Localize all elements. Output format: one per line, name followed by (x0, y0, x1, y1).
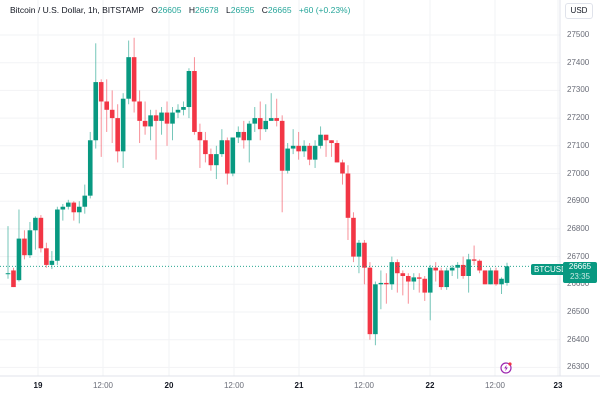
time-tick-label: 20 (164, 381, 174, 390)
price-tick-label: 27500 (567, 30, 590, 39)
price-tick-label: 27100 (567, 140, 590, 150)
currency-button[interactable]: USD (565, 3, 593, 19)
last-price-value: 26665 (568, 262, 592, 271)
price-tick-label: 27300 (567, 85, 590, 95)
low-label: L (226, 5, 231, 15)
change-value: +60 (+0.23%) (298, 5, 351, 15)
chart-legend: Bitcoin / U.S. Dollar, 1h, BITSTAMP O266… (10, 5, 350, 15)
lightning-bolt-icon[interactable] (500, 362, 512, 374)
price-tick-label: 26300 (567, 362, 590, 372)
time-tick-label: 22 (425, 381, 435, 390)
price-tick-label: 26500 (567, 307, 590, 316)
price-tick-label: 26600 (567, 279, 590, 289)
price-tick-label: 26900 (567, 196, 590, 206)
candles (5, 37, 510, 346)
price-tick-label: 26400 (567, 334, 590, 344)
bar-countdown: 23:35 (569, 272, 591, 281)
time-tick-label: 12:00 (353, 381, 375, 390)
time-tick-label: 19 (33, 381, 43, 390)
price-tick-label: 27400 (567, 57, 590, 67)
high-value: 26678 (195, 5, 219, 15)
price-tick-label: 27200 (567, 113, 590, 123)
open-label: O (151, 5, 158, 15)
price-tick-label: 26800 (567, 223, 590, 233)
time-tick-label: 12:00 (223, 381, 245, 390)
time-tick-label: 12:00 (484, 381, 506, 390)
close-label: C (261, 5, 268, 15)
last-price-tag: 26665 23:35 (563, 262, 597, 283)
chart-grid (0, 0, 560, 376)
high-label: H (188, 5, 195, 15)
low-value: 26595 (230, 5, 255, 15)
symbol-title: Bitcoin / U.S. Dollar, 1h, BITSTAMP (10, 5, 144, 15)
open-value: 26605 (157, 5, 182, 15)
price-tick-label: 27000 (567, 168, 590, 178)
price-tick-label: 26700 (567, 251, 590, 261)
time-tick-label: 12:00 (92, 381, 114, 390)
time-tick-label: 21 (294, 381, 304, 390)
close-value: 26665 (267, 5, 292, 15)
symbol-price-tag: BTCUSD (531, 264, 570, 275)
time-tick-label: 23 (553, 381, 563, 390)
